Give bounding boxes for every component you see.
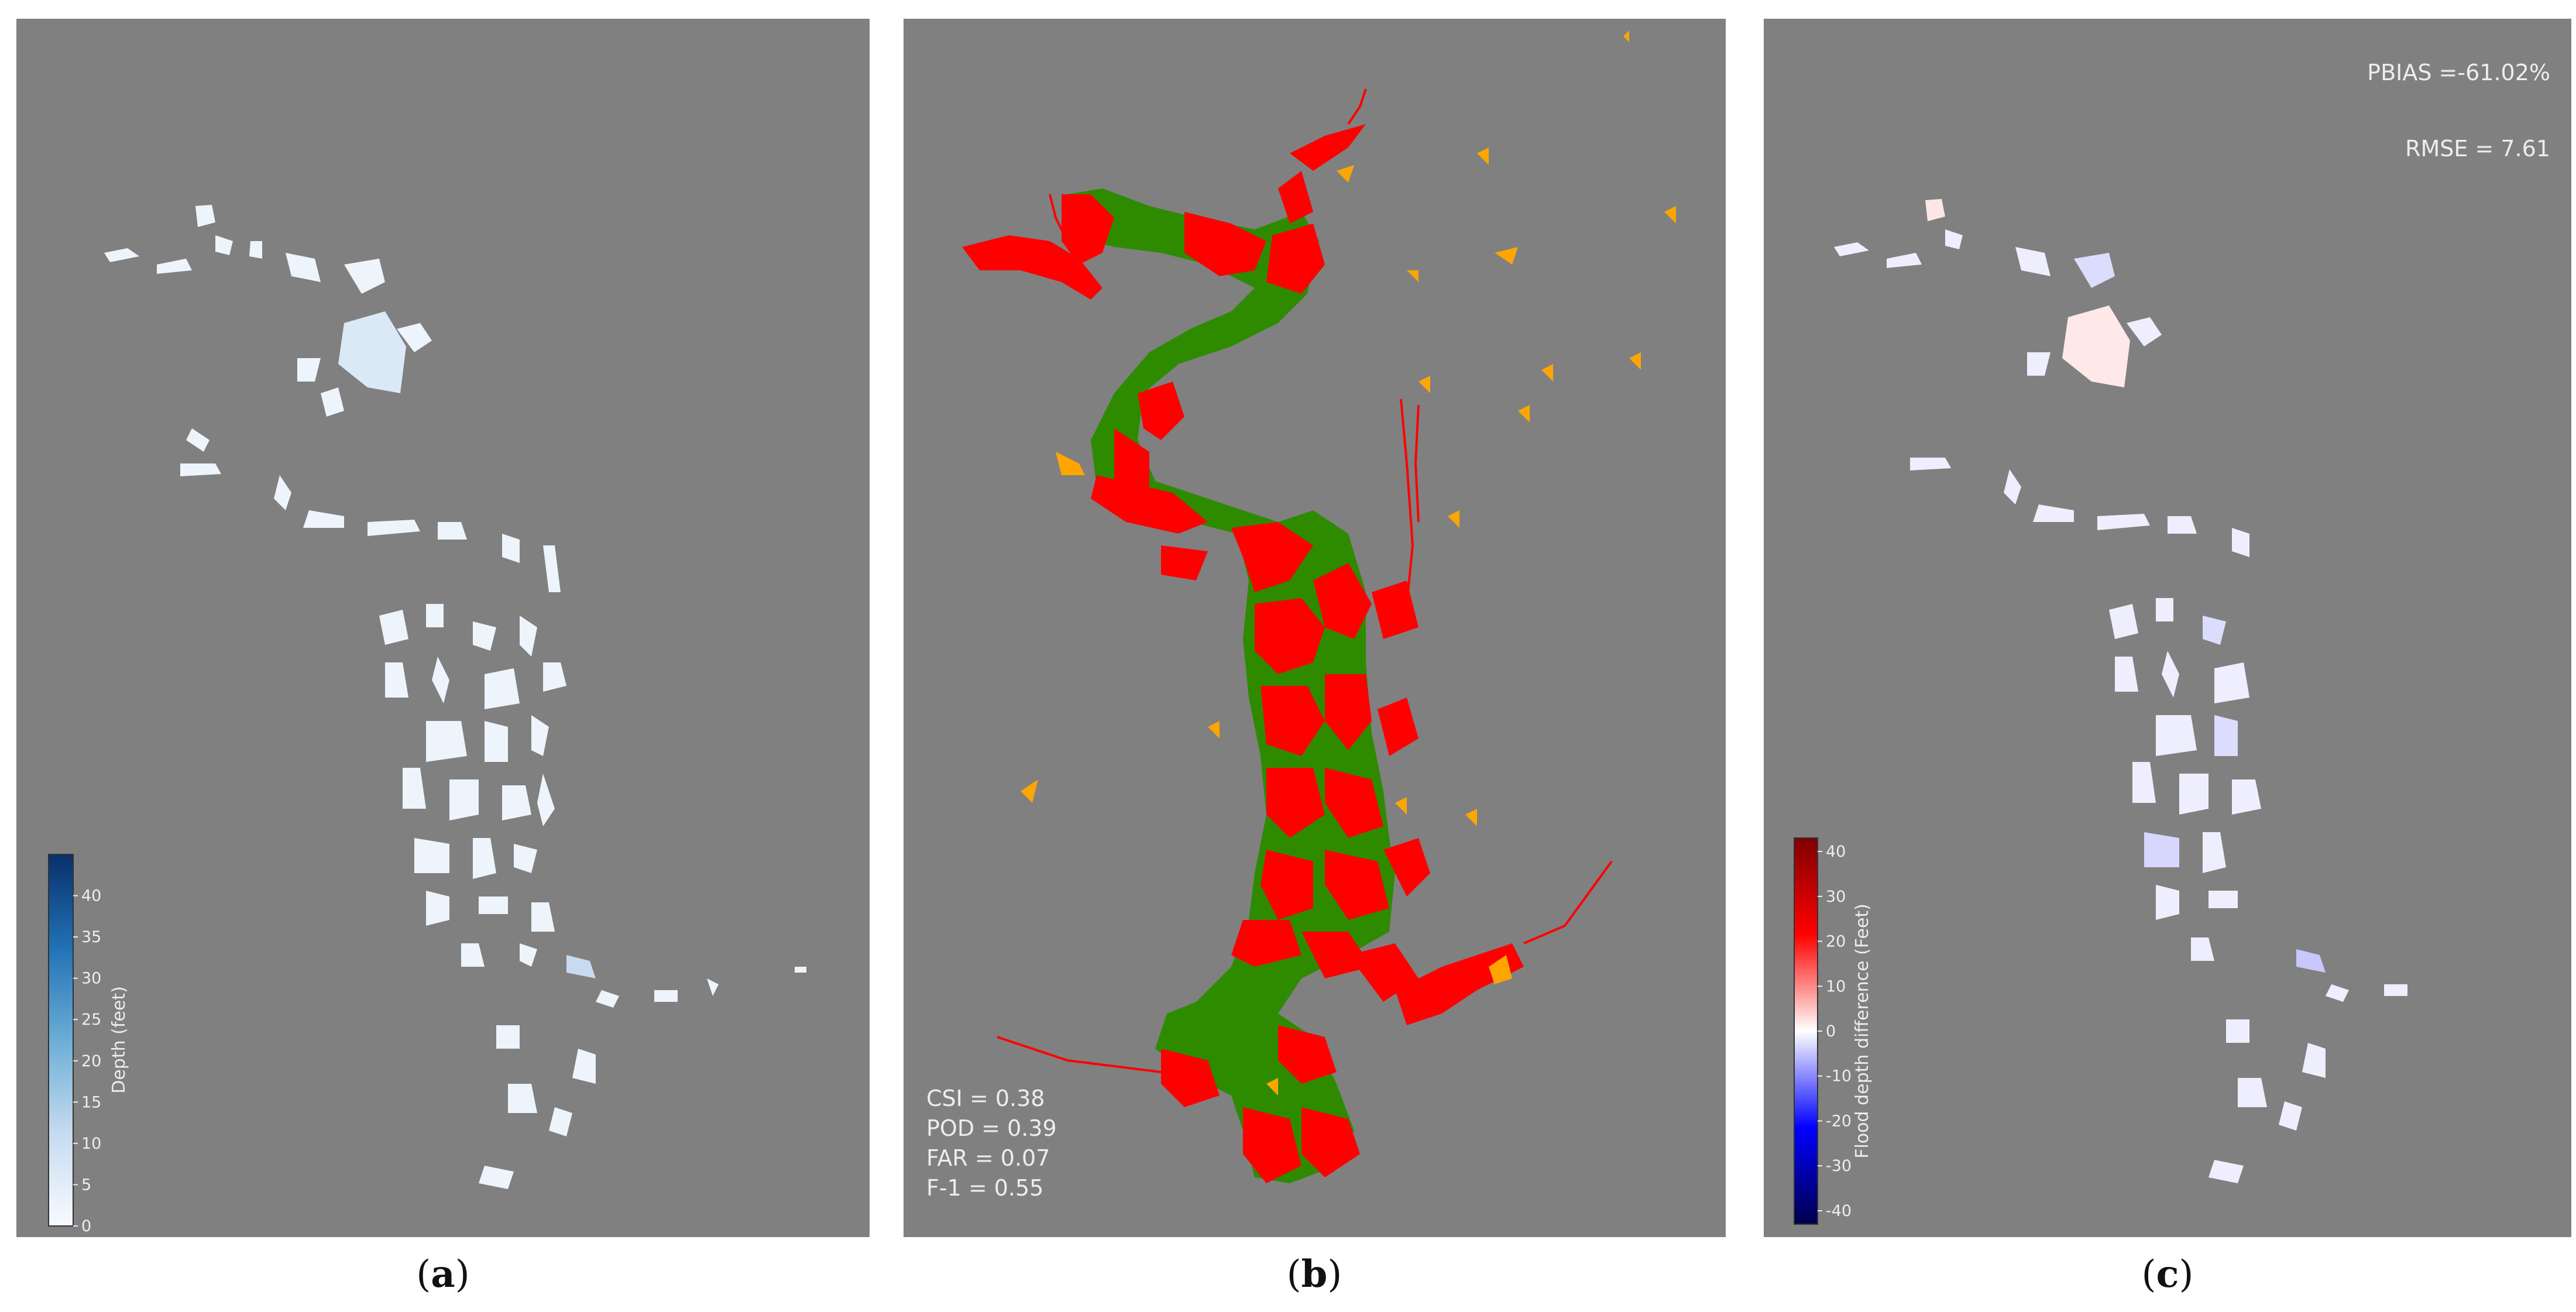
csi-metric: CSI = 0.38 (926, 1086, 1045, 1111)
miss-region (962, 124, 1524, 1183)
difference-patches (1834, 199, 2407, 1183)
rmse-metric: RMSE = 7.61 (2405, 136, 2550, 162)
miss-channels (997, 88, 1613, 1073)
pbias-metric: PBIAS =-61.02% (2367, 60, 2550, 85)
false-alarm-patches (1021, 30, 1676, 1095)
far-metric: FAR = 0.07 (926, 1145, 1050, 1171)
flood-extent-canvas (962, 30, 1676, 1183)
caption-c: (c) (2141, 1252, 2194, 1296)
caption-b: (b) (1286, 1252, 1342, 1296)
depth-difference-panel: PBIAS =-61.02% RMSE = 7.61 -40 -30 -20 -10 0… (1764, 19, 2571, 1237)
flood-extent-panel: CSI = 0.38 POD = 0.39 FAR = 0.07 F-1 = 0… (904, 19, 1726, 1237)
depth-difference-canvas (1834, 199, 2407, 1183)
f1-metric: F-1 = 0.55 (926, 1175, 1044, 1201)
skill-metrics: CSI = 0.38 POD = 0.39 FAR = 0.07 F-1 = 0… (926, 1084, 1057, 1203)
depth-map-panel: 0 5 10 15 20 25 30 35 40 Depth (feet) (16, 19, 870, 1237)
depth-map-canvas (104, 205, 806, 1189)
caption-a: (a) (416, 1252, 470, 1296)
pod-metric: POD = 0.39 (926, 1115, 1057, 1141)
flood-depth-patches (104, 205, 806, 1189)
